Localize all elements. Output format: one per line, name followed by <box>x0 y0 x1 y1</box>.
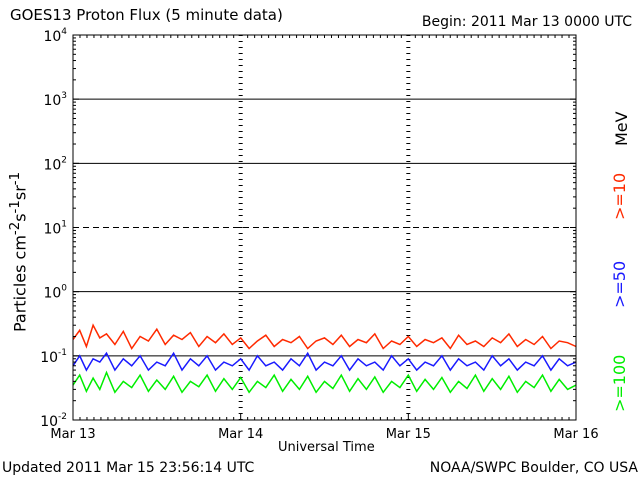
x-tick-label: Mar 15 <box>386 427 431 442</box>
y-tick-label: 102 <box>43 155 67 173</box>
y-tick-label: 103 <box>43 91 67 109</box>
y-tick-label: 10-2 <box>40 412 67 430</box>
y-tick-label: 10-1 <box>40 348 67 366</box>
y-tick-label: 100 <box>43 284 67 302</box>
x-tick-label: Mar 13 <box>50 427 95 442</box>
chart-title: GOES13 Proton Flux (5 minute data) <box>10 6 283 24</box>
legend-ge50: >=50 <box>610 260 629 308</box>
grid-layer <box>73 35 576 420</box>
y-tick-label: 104 <box>43 27 67 45</box>
series-line-2 <box>72 370 577 394</box>
x-axis-label: Universal Time <box>278 440 375 455</box>
x-tick-label: Mar 16 <box>553 427 598 442</box>
y-tick-label: 101 <box>43 220 67 238</box>
y-axis-label: Particles cm-2s-1sr-1 <box>8 171 30 332</box>
updated-timestamp: Updated 2011 Mar 15 23:56:14 UTC <box>2 460 255 476</box>
series-line-1 <box>72 351 577 372</box>
legend-ge10: >=10 <box>610 172 629 220</box>
begin-time: Begin: 2011 Mar 13 0000 UTC <box>421 14 632 30</box>
credit-text: NOAA/SWPC Boulder, CO USA <box>429 460 638 476</box>
series-layer <box>72 323 577 394</box>
legend-ge100: >=100 <box>610 354 629 412</box>
series-line-0 <box>72 323 577 350</box>
x-tick-label: Mar 14 <box>218 427 263 442</box>
unit-label: MeV <box>612 111 631 146</box>
